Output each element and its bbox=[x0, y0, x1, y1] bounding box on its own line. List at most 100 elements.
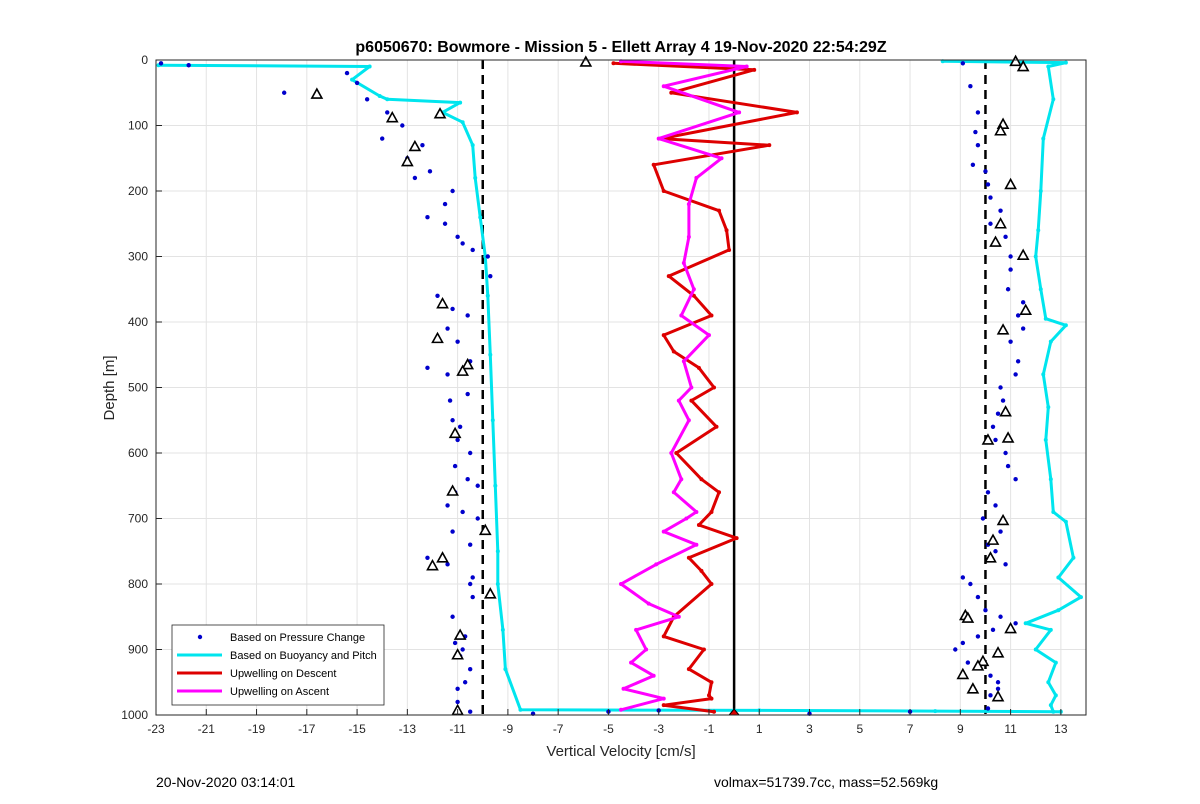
pressure-point bbox=[995, 411, 1001, 416]
triangle-marker bbox=[408, 139, 422, 152]
pressure-point bbox=[960, 61, 966, 66]
triangle-marker bbox=[483, 587, 497, 599]
line-point bbox=[488, 352, 493, 357]
line-point bbox=[1033, 647, 1038, 652]
line-point bbox=[686, 667, 691, 672]
line-point bbox=[478, 215, 483, 220]
pressure-point bbox=[1000, 398, 1006, 403]
x-tick-label: -7 bbox=[553, 722, 564, 736]
legend-label: Based on Pressure Change bbox=[230, 632, 365, 644]
triangle-marker bbox=[431, 331, 444, 344]
pressure-point bbox=[460, 509, 465, 515]
pressure-point bbox=[450, 529, 455, 534]
pressure-point bbox=[460, 241, 465, 246]
line-point bbox=[689, 385, 694, 390]
line-point bbox=[709, 696, 714, 701]
line-point bbox=[727, 247, 732, 252]
line-point bbox=[473, 175, 478, 180]
triangle-marker bbox=[991, 646, 1005, 658]
line-point bbox=[691, 287, 696, 292]
line-point bbox=[767, 143, 772, 148]
pressure-point bbox=[435, 293, 440, 298]
line-point bbox=[493, 483, 498, 488]
line-point bbox=[666, 274, 671, 279]
pressure-point bbox=[425, 555, 430, 560]
line-point bbox=[367, 64, 372, 69]
y-tick-label: 600 bbox=[128, 446, 148, 460]
line-point bbox=[719, 156, 724, 161]
y-axis-label: Depth [m] bbox=[101, 355, 118, 420]
pressure-point bbox=[1013, 372, 1018, 377]
y-tick-label: 700 bbox=[128, 512, 148, 526]
pressure-point bbox=[990, 424, 996, 429]
line-point bbox=[1051, 97, 1056, 102]
triangle-marker bbox=[436, 297, 449, 309]
line-point bbox=[686, 202, 691, 207]
line-point bbox=[734, 536, 739, 541]
triangle-marker bbox=[579, 55, 593, 67]
triangle-marker bbox=[1004, 621, 1017, 634]
triangle-marker bbox=[999, 405, 1012, 417]
pressure-point bbox=[968, 84, 973, 89]
pressure-point bbox=[1015, 359, 1021, 364]
pressure-point bbox=[344, 70, 350, 76]
line-point bbox=[669, 451, 674, 455]
line-point bbox=[794, 110, 799, 115]
line-point bbox=[933, 709, 938, 714]
pressure-point bbox=[425, 215, 430, 220]
line-point bbox=[654, 562, 659, 567]
line-point bbox=[689, 398, 694, 403]
pressure-point bbox=[445, 326, 450, 331]
pressure-point bbox=[1003, 562, 1008, 567]
pressure-point bbox=[998, 529, 1003, 534]
pressure-point bbox=[445, 503, 450, 508]
line-point bbox=[1023, 621, 1028, 626]
line-point bbox=[661, 634, 666, 639]
line-point bbox=[377, 94, 382, 99]
triangle-marker bbox=[446, 484, 459, 496]
line-point bbox=[681, 261, 686, 266]
line-point bbox=[1056, 608, 1061, 613]
series-line bbox=[613, 61, 799, 714]
line-point bbox=[458, 100, 463, 105]
pressure-point bbox=[985, 706, 991, 711]
y-tick-label: 900 bbox=[128, 643, 148, 657]
line-point bbox=[611, 61, 616, 66]
pressure-point bbox=[998, 385, 1003, 390]
line-point bbox=[1038, 287, 1043, 292]
line-point bbox=[619, 582, 623, 586]
footer-timestamp: 20-Nov-2020 03:14:01 bbox=[156, 774, 296, 790]
triangle-marker bbox=[1009, 54, 1022, 67]
line-point bbox=[696, 523, 701, 528]
pressure-point bbox=[1020, 326, 1026, 331]
pressure-point bbox=[467, 666, 473, 672]
triangle-marker bbox=[986, 533, 1000, 545]
line-point bbox=[503, 667, 508, 672]
line-point bbox=[709, 680, 714, 685]
line-point bbox=[621, 686, 626, 691]
pressure-point bbox=[1005, 287, 1011, 292]
line-point bbox=[717, 490, 722, 495]
line-point bbox=[686, 234, 691, 239]
line-point bbox=[1056, 575, 1061, 580]
pressure-point bbox=[470, 594, 475, 600]
pressure-point bbox=[970, 162, 976, 167]
line-point bbox=[699, 477, 704, 482]
pressure-point bbox=[465, 391, 470, 397]
pressure-point bbox=[1003, 234, 1008, 240]
line-point bbox=[686, 555, 691, 560]
triangle-marker bbox=[478, 523, 492, 536]
x-tick-label: -1 bbox=[704, 722, 715, 736]
line-point bbox=[701, 647, 706, 652]
triangle-marker bbox=[456, 364, 470, 376]
triangle-marker bbox=[385, 110, 399, 123]
x-tick-label: -17 bbox=[298, 722, 316, 736]
pressure-point bbox=[470, 247, 475, 253]
line-point bbox=[1048, 477, 1053, 482]
pressure-point bbox=[1013, 477, 1018, 482]
pressure-point bbox=[988, 221, 993, 226]
line-point bbox=[644, 647, 649, 652]
pressure-point bbox=[186, 63, 191, 68]
y-axis-ticks: 0 100 200 300 400 500 600 700 800 900 1000 bbox=[121, 53, 162, 722]
line-point bbox=[669, 90, 674, 95]
